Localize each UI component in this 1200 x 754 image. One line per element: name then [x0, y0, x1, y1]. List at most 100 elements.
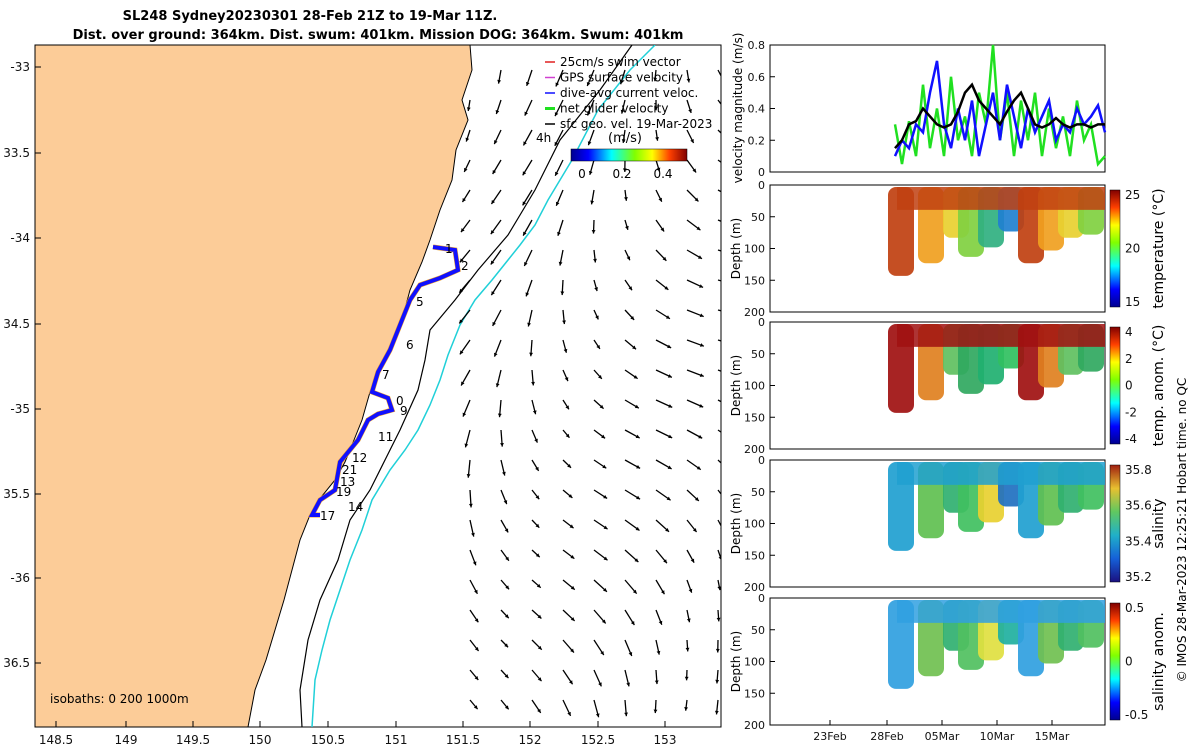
section-y-tick-label: 100 — [744, 380, 765, 393]
map-panel: isobaths: 0 200 1000m 4h 125670911122113… — [3, 45, 735, 747]
section-colorbar-tick: -0.5 — [1125, 708, 1148, 722]
map-x-tick-label: 153 — [654, 733, 677, 747]
section-y-tick-label: 100 — [744, 656, 765, 669]
map-x-tick-label: 149.5 — [176, 733, 210, 747]
velocity-ylabel: velocity magnitude (m/s) — [731, 33, 745, 184]
section-colorbar-tick: 35.2 — [1125, 570, 1152, 584]
colorbar-tick-1: 0.2 — [612, 167, 631, 181]
section-y-tick-label: 200 — [744, 719, 765, 732]
section-colorbar-tick: 4 — [1125, 325, 1133, 339]
velocity-y-tick-label: 0 — [758, 166, 765, 179]
waypoint-label: 9 — [400, 404, 408, 418]
section-colorbar — [1110, 603, 1120, 720]
section-x-tick-label: 28Feb — [870, 730, 903, 743]
map-y-tick-label: 36.5 — [3, 656, 30, 670]
section-y-tick-label: 50 — [751, 348, 765, 361]
section-y-tick-label: 150 — [744, 687, 765, 700]
waypoint-label: 2 — [461, 259, 469, 273]
section-y-tick-label: 50 — [751, 624, 765, 637]
map-x-tick-label: 150.5 — [311, 733, 345, 747]
section-colorbar-label: temperature (°C) — [1151, 188, 1167, 308]
section-x-tick-label: 10Mar — [980, 730, 1015, 743]
colorbar-tick-2: 0.4 — [653, 167, 672, 181]
section-y-tick-label: 150 — [744, 274, 765, 287]
map-x-tick-label: 151 — [385, 733, 408, 747]
map-x-tick-label: 152.5 — [581, 733, 615, 747]
section-y-tick-label: 50 — [751, 486, 765, 499]
map-x-tick-label: 148.5 — [39, 733, 73, 747]
section-surface-layer — [897, 324, 1105, 347]
section-colorbar — [1110, 190, 1120, 307]
section-colorbar-tick: 35.4 — [1125, 534, 1152, 548]
section-ylabel: Depth (m) — [729, 493, 743, 554]
section-ylabel: Depth (m) — [729, 218, 743, 279]
time-label: 4h — [536, 131, 551, 145]
title-line-1: SL248 Sydney20230301 28-Feb 21Z to 19-Ma… — [123, 9, 498, 24]
waypoint-label: 11 — [378, 430, 393, 444]
waypoint-label: 1 — [445, 242, 453, 256]
section-x-tick-label: 15Mar — [1035, 730, 1070, 743]
section-colorbar-tick: 25 — [1125, 188, 1140, 202]
velocity-y-tick-label: 0.4 — [748, 103, 766, 116]
velocity-y-tick-label: 0.2 — [748, 134, 766, 147]
section-colorbar-tick: 2 — [1125, 352, 1133, 366]
legend-label: dive-avg current veloc. — [560, 86, 698, 100]
section-colorbar-label: salinity anom. — [1151, 612, 1167, 711]
map-y-tick-label: -33 — [10, 60, 30, 74]
section-colorbar-tick: 20 — [1125, 242, 1140, 256]
map-y-tick-label: 34.5 — [3, 317, 30, 331]
section-surface-layer — [897, 600, 1105, 623]
section-y-tick-label: 0 — [758, 592, 765, 605]
legend-label: GPS surface velocity — [560, 71, 683, 85]
section-x-tick-label: 05Mar — [925, 730, 960, 743]
colorbar-tick-0: 0 — [578, 167, 586, 181]
section-colorbar-tick: 35.6 — [1125, 499, 1152, 513]
section-ylabel: Depth (m) — [729, 355, 743, 416]
velocity-y-tick-label: 0.8 — [748, 39, 766, 52]
map-x-tick-label: 149 — [115, 733, 138, 747]
section-colorbar-label: salinity — [1151, 498, 1167, 548]
section-colorbar-tick: 15 — [1125, 295, 1140, 309]
waypoint-label: 6 — [406, 338, 414, 352]
map-x-tick-label: 150 — [249, 733, 272, 747]
map-y-tick-label: -36 — [10, 571, 30, 585]
credit-text: © IMOS 28-Mar-2023 12:25:21 Hobart time.… — [1175, 378, 1189, 683]
section-colorbar-label: temp. anom. (°C) — [1151, 325, 1167, 447]
map-y-tick-label: 35.5 — [3, 487, 30, 501]
section-y-tick-label: 150 — [744, 411, 765, 424]
section-y-tick-label: 100 — [744, 518, 765, 531]
waypoint-label: 19 — [336, 485, 351, 499]
map-y-tick-label: 33.5 — [3, 146, 30, 160]
colorbar-bar — [571, 149, 687, 161]
section-y-tick-label: 100 — [744, 243, 765, 256]
section-colorbar-tick: 35.8 — [1125, 463, 1152, 477]
section-y-tick-label: 150 — [744, 549, 765, 562]
section-y-tick-label: 50 — [751, 211, 765, 224]
map-y-tick-label: -35 — [10, 402, 30, 416]
section-y-tick-label: 0 — [758, 454, 765, 467]
velocity-magnitude-panel: velocity magnitude (m/s) 0 0.2 0.4 0.6 0.8 — [731, 33, 1105, 184]
section-colorbar-tick: -4 — [1125, 432, 1137, 446]
section-surface-layer — [897, 462, 1105, 485]
section-y-tick-label: 0 — [758, 179, 765, 192]
section-colorbar-tick: -2 — [1125, 405, 1137, 419]
isobaths-label: isobaths: 0 200 1000m — [50, 692, 189, 706]
legend-label: 25cm/s swim vector — [560, 55, 681, 69]
velocity-y-tick-label: 0.6 — [748, 71, 766, 84]
legend-label: net glider velocity — [560, 102, 668, 116]
section-colorbar-tick: 0 — [1125, 655, 1133, 669]
waypoint-label: 7 — [382, 368, 390, 382]
section-colorbar-tick: 0 — [1125, 379, 1133, 393]
map-x-tick-label: 152 — [519, 733, 542, 747]
section-y-tick-label: 0 — [758, 316, 765, 329]
title-line-2: Dist. over ground: 364km. Dist. swum: 40… — [73, 28, 684, 43]
section-x-tick-label: 23Feb — [813, 730, 846, 743]
waypoint-label: 14 — [348, 500, 363, 514]
section-colorbar — [1110, 327, 1120, 444]
